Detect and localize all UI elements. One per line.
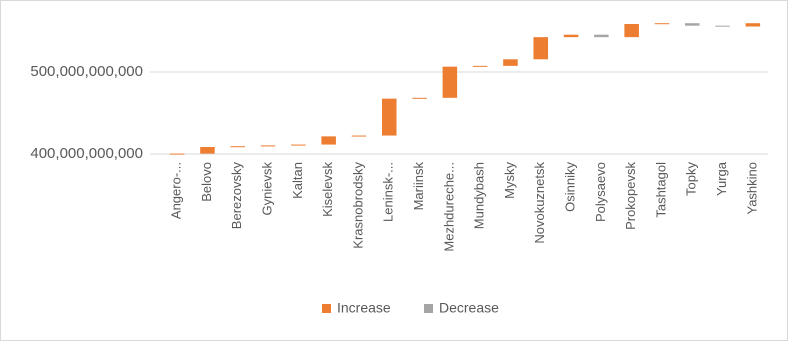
- bar: [715, 25, 730, 27]
- bar: [230, 146, 246, 148]
- bar: [563, 34, 579, 38]
- bar: [472, 65, 488, 67]
- bar: [321, 136, 336, 145]
- x-tick-label: Prokopevsk: [623, 162, 638, 230]
- bar: [533, 37, 549, 60]
- bar: [503, 59, 518, 66]
- bar: [260, 145, 276, 147]
- x-tick-label: Polysaevo: [593, 162, 608, 222]
- bar: [351, 135, 367, 137]
- x-tick-label: Belovo: [199, 162, 214, 202]
- x-tick-label: Mundybash: [472, 162, 487, 229]
- x-tick-label: Berezovsky: [229, 162, 244, 230]
- bar: [594, 34, 609, 38]
- bar: [381, 98, 397, 136]
- legend-label: Increase: [337, 300, 391, 316]
- legend-swatch: [424, 304, 433, 313]
- bar: [745, 23, 761, 27]
- legend-swatch: [322, 304, 331, 313]
- x-tick-label: Angero-...: [169, 162, 184, 219]
- x-tick-label: Mysky: [502, 162, 517, 199]
- x-tick-label: Topky: [684, 162, 699, 196]
- x-tick-label: Leninsk-...: [381, 162, 396, 222]
- x-tick-label: Krasnobrodsky: [350, 162, 365, 249]
- legend-label: Decrease: [439, 300, 499, 316]
- bar: [654, 23, 670, 25]
- bar: [684, 23, 700, 26]
- bar: [291, 144, 306, 146]
- x-tick-label: Mariinsk: [411, 162, 426, 211]
- x-tick-label: Yurga: [714, 161, 729, 196]
- x-tick-label: Novokuznetsk: [532, 162, 547, 244]
- bar: [200, 147, 215, 154]
- x-tick-label: Tashtagol: [653, 162, 668, 218]
- x-tick-label: Osinniky: [562, 162, 577, 212]
- x-tick-label: Kiselevsk: [320, 162, 335, 217]
- x-tick-label: Yashkino: [744, 162, 759, 215]
- bar: [412, 97, 427, 99]
- x-tick-label: Mezhdureche...: [441, 162, 456, 252]
- bar: [169, 153, 185, 155]
- y-tick-label: 500,000,000,000: [30, 63, 143, 80]
- y-tick-label: 400,000,000,000: [30, 145, 143, 162]
- bar: [624, 24, 639, 38]
- x-tick-label: Kaltan: [290, 162, 305, 199]
- bar: [442, 66, 458, 98]
- x-tick-label: Gynievsk: [259, 162, 274, 216]
